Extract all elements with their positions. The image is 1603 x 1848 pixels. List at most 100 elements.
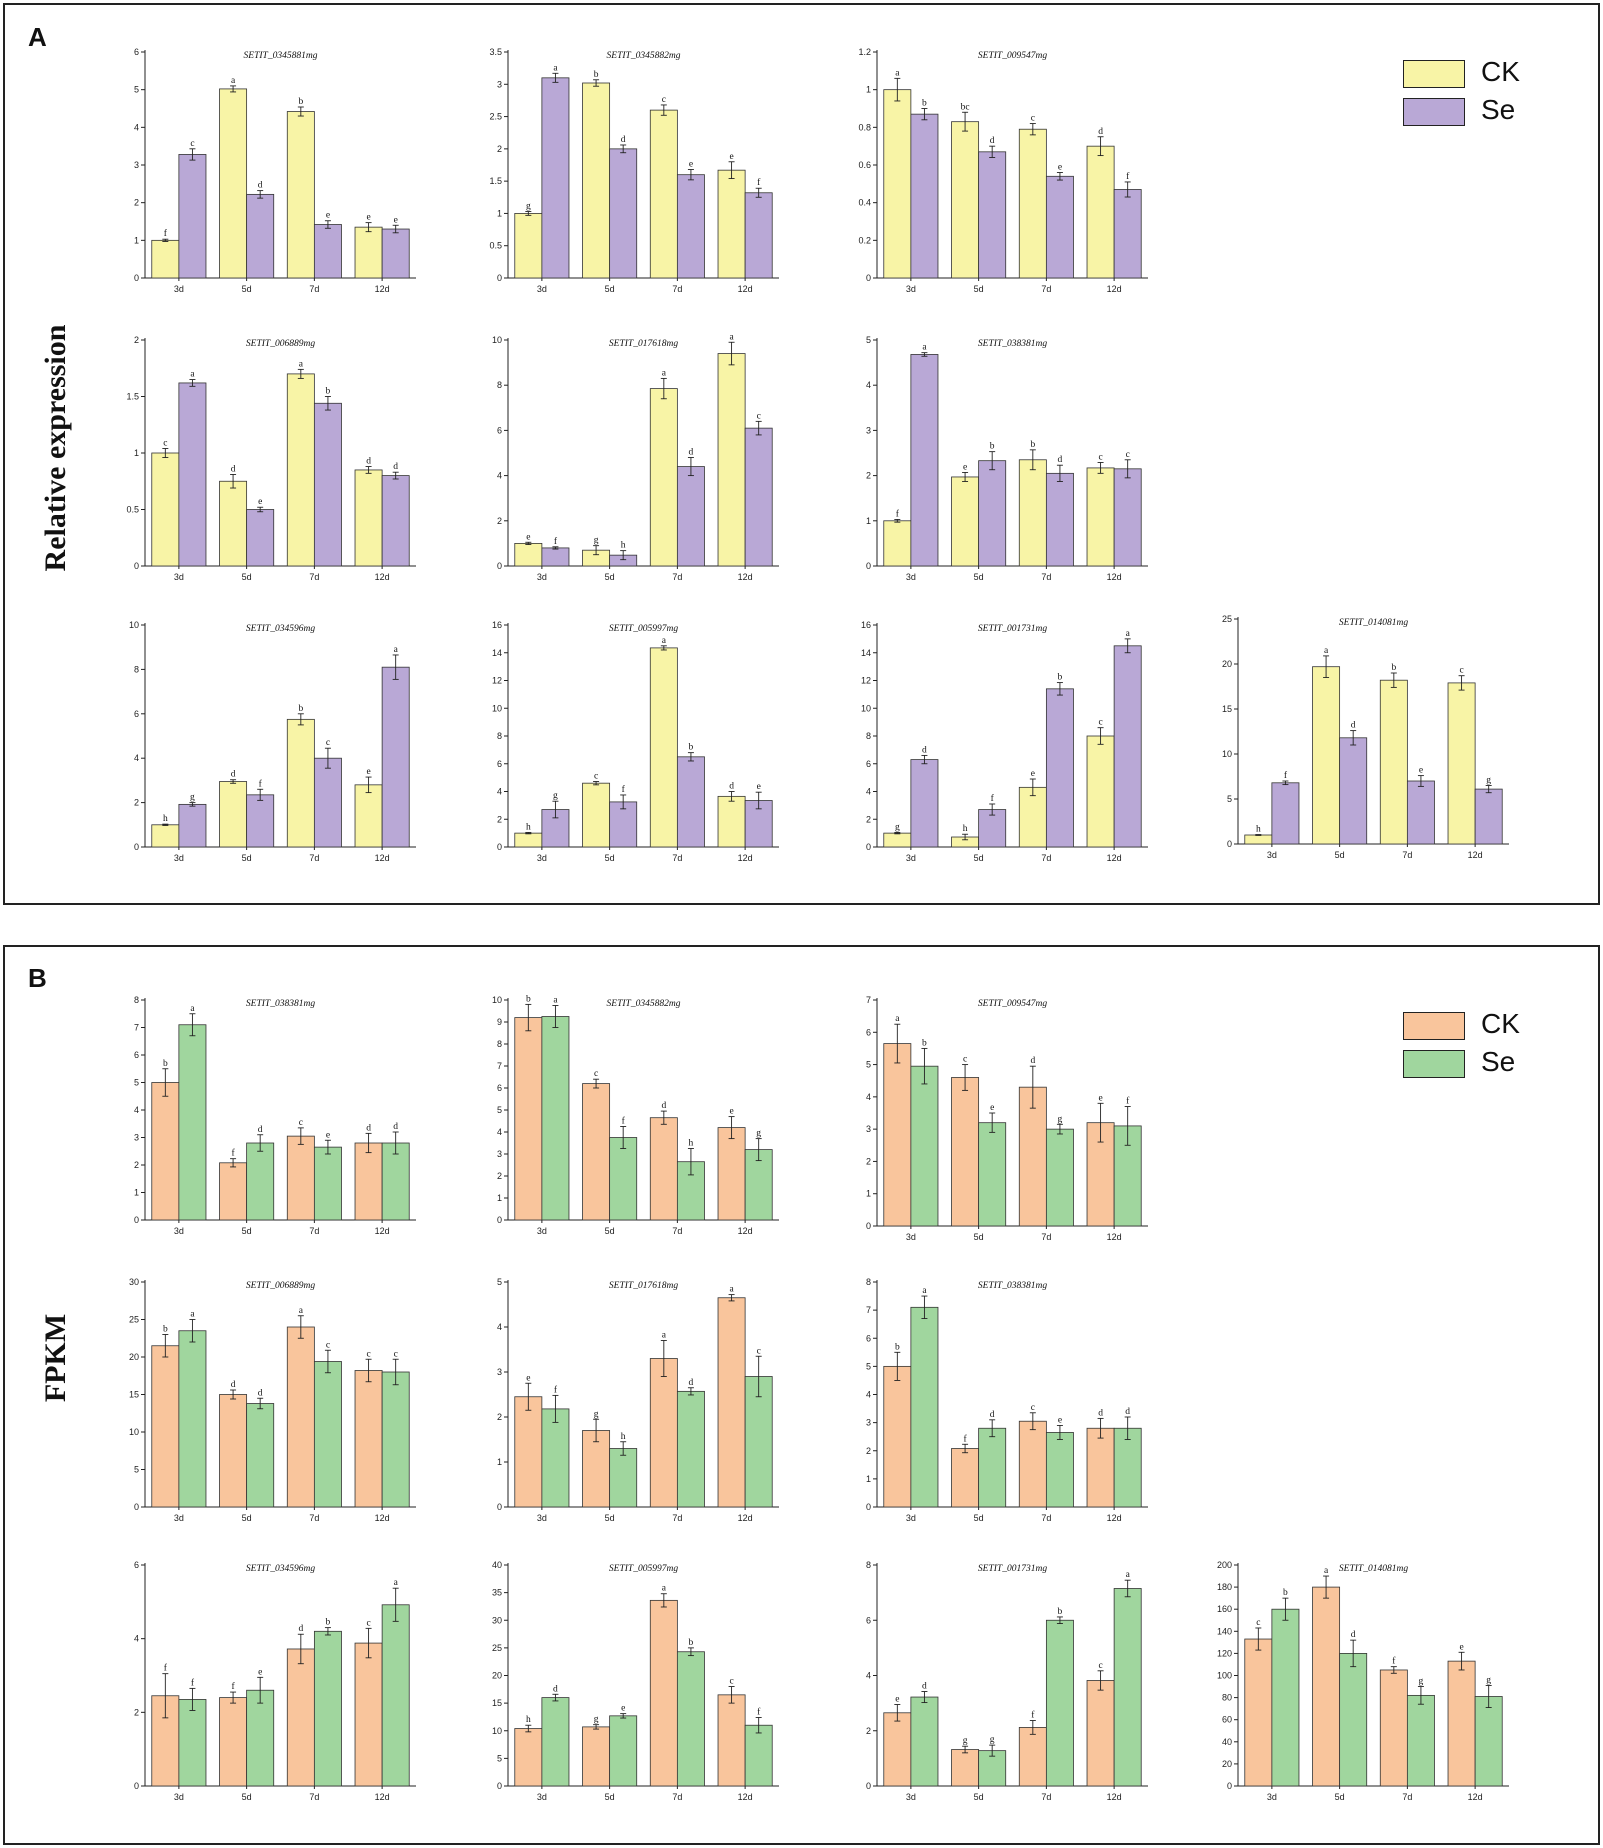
bar-se <box>541 77 570 279</box>
x-tick-label: 7d <box>672 572 682 582</box>
significance-letter: e <box>526 1373 530 1383</box>
bar-ck <box>1018 1420 1047 1508</box>
y-tick-label: 1 <box>866 85 871 95</box>
bar-se <box>178 1699 207 1787</box>
bar-ck <box>1018 128 1047 279</box>
chart-title: SETIT_006889mg <box>246 1281 315 1291</box>
x-tick-label: 5d <box>605 572 615 582</box>
significance-letter: d <box>1098 1408 1103 1418</box>
chart-12: SETIT_009547mg 0 1 2 3 4 5 6 7 3d a b 5d c e 7d d g 12d e f <box>866 995 1148 1242</box>
significance-letter: c <box>163 438 167 448</box>
y-tick-label: 3 <box>866 425 871 435</box>
x-tick-label: 5d <box>605 853 615 863</box>
x-tick-label: 5d <box>242 1513 252 1523</box>
bar-se <box>910 759 939 848</box>
y-tick-label: 0.8 <box>858 122 871 132</box>
chart-0: SETIT_0345881mg 0 1 2 3 4 5 6 3d f c 5d a d 7d b e 12d e e <box>134 47 416 294</box>
significance-letter: a <box>299 1306 304 1316</box>
significance-letter: e <box>326 1130 330 1140</box>
significance-letter: d <box>689 448 694 458</box>
chart-9: SETIT_014081mg 0 5 10 15 20 25 3d h f 5d a d 7d b e 12d c… <box>1222 614 1509 860</box>
y-tick-label: 2 <box>134 798 139 808</box>
y-tick-label: 80 <box>1222 1693 1232 1703</box>
x-tick-label: 12d <box>375 1513 390 1523</box>
significance-letter: g <box>526 201 531 211</box>
significance-letter: a <box>662 368 667 378</box>
y-tick-label: 40 <box>492 1560 502 1570</box>
bar-ck <box>286 718 315 848</box>
y-tick-label: 6 <box>134 47 139 57</box>
x-tick-label: 3d <box>906 853 916 863</box>
bar-ck <box>354 469 383 567</box>
y-tick-label: 5 <box>497 1277 502 1287</box>
bar-se <box>744 192 773 279</box>
x-tick-label: 3d <box>1267 1792 1277 1802</box>
y-tick-label: 5 <box>1227 794 1232 804</box>
bar-ck <box>1018 786 1047 848</box>
bar-se <box>1406 780 1435 845</box>
y-tick-label: 2.5 <box>489 112 502 122</box>
bar-ck <box>1379 679 1408 845</box>
significance-letter: f <box>991 793 995 804</box>
y-tick-label: 4 <box>866 787 871 797</box>
significance-letter: d <box>689 1378 694 1388</box>
bar-se <box>910 1696 939 1787</box>
x-tick-label: 5d <box>974 1792 984 1802</box>
x-tick-label: 12d <box>375 572 390 582</box>
bar-se <box>676 466 705 567</box>
bar-ck <box>649 1599 678 1787</box>
chart-title: SETIT_034596mg <box>246 1564 315 1574</box>
y-tick-label: 5 <box>866 335 871 345</box>
significance-letter: c <box>1031 1403 1035 1413</box>
bar-se <box>1271 1608 1300 1787</box>
bar-ck <box>219 1162 248 1221</box>
y-tick-label: 10 <box>1222 749 1232 759</box>
significance-letter: b <box>990 442 995 452</box>
significance-letter: a <box>1324 646 1329 656</box>
bar-se <box>676 756 705 848</box>
y-tick-label: 0 <box>1227 839 1232 849</box>
significance-letter: e <box>895 1695 899 1705</box>
y-tick-label: 10 <box>861 703 871 713</box>
x-tick-label: 3d <box>174 1226 184 1236</box>
significance-letter: a <box>895 1014 900 1024</box>
significance-letter: a <box>190 1310 195 1320</box>
bar-ck <box>219 1697 248 1787</box>
bar-ck <box>219 781 248 848</box>
chart-title: SETIT_038381mg <box>246 999 315 1009</box>
y-tick-label: 0.2 <box>858 235 871 245</box>
bar-se <box>609 1715 638 1787</box>
y-tick-label: 4 <box>497 787 502 797</box>
bar-ck <box>1018 459 1047 567</box>
x-tick-label: 7d <box>672 284 682 294</box>
chart-17: SETIT_005997mg 0 5 10 15 20 25 30 35 40 3d h d 5d g e 7d… <box>492 1560 779 1802</box>
x-tick-label: 12d <box>1107 1232 1122 1242</box>
chart-title: SETIT_006889mg <box>246 339 315 349</box>
bar-ck <box>717 1297 746 1508</box>
significance-letter: c <box>1126 450 1130 460</box>
y-tick-label: 20 <box>1222 659 1232 669</box>
bar-ck <box>514 1728 543 1787</box>
significance-letter: d <box>393 1122 398 1132</box>
y-tick-label: 6 <box>134 1050 139 1060</box>
significance-letter: f <box>896 508 900 519</box>
y-tick-label: 5 <box>134 1078 139 1088</box>
y-tick-label: 0 <box>134 1502 139 1512</box>
significance-letter: h <box>621 541 626 551</box>
bar-se <box>541 1408 570 1508</box>
bar-se <box>1474 788 1503 845</box>
bar-se <box>381 666 410 848</box>
y-tick-label: 40 <box>1222 1737 1232 1747</box>
significance-letter: h <box>1256 825 1261 835</box>
bar-ck <box>582 1083 611 1221</box>
y-tick-label: 1 <box>497 1457 502 1467</box>
bar-ck <box>286 1326 315 1508</box>
x-tick-label: 12d <box>738 572 753 582</box>
bar-se <box>609 148 638 279</box>
y-tick-label: 5 <box>134 1465 139 1475</box>
y-tick-label: 0 <box>134 1215 139 1225</box>
bar-ck <box>219 1394 248 1508</box>
significance-letter: h <box>163 814 168 824</box>
significance-letter: f <box>554 1384 558 1395</box>
bar-se <box>313 757 342 848</box>
